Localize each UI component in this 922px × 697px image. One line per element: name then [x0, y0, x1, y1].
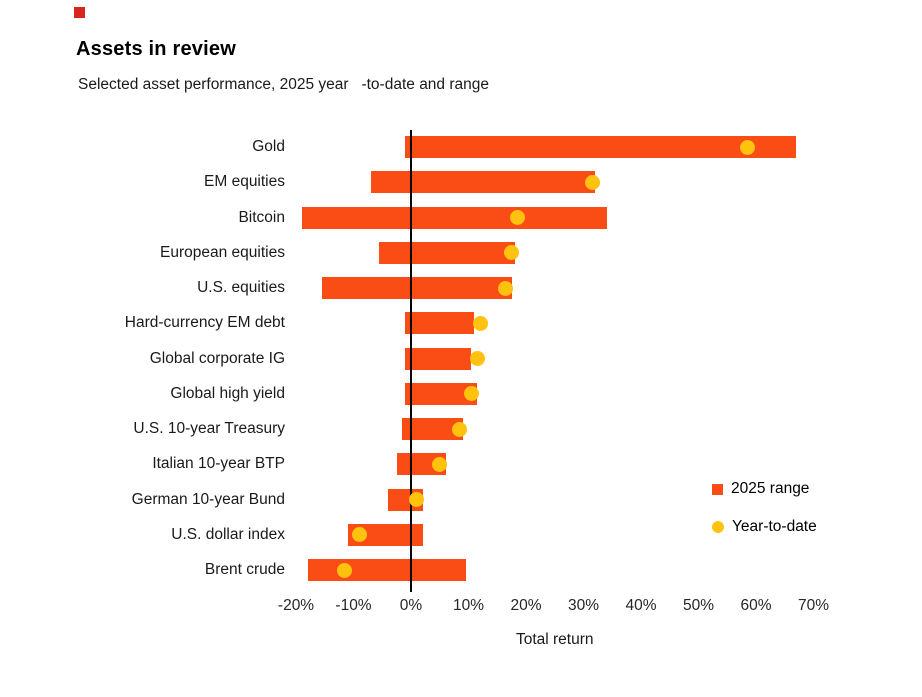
category-label: Global high yield — [170, 384, 285, 402]
x-tick-label: 60% — [740, 597, 772, 614]
x-tick-label: 10% — [452, 597, 485, 614]
ytd-dot — [739, 139, 755, 155]
range-bar — [405, 382, 478, 405]
category-label: U.S. 10-year Treasury — [133, 420, 285, 437]
range-bar — [405, 136, 797, 158]
ytd-dot — [351, 527, 367, 543]
range-bar — [405, 312, 475, 335]
range-bar — [307, 559, 466, 581]
category-label: Gold — [252, 138, 285, 155]
x-axis-title: Total return — [515, 631, 594, 648]
ytd-dot — [409, 492, 425, 507]
category-label: Hard-currency EM debt — [124, 314, 285, 332]
category-label: Italian 10-year BTP — [152, 455, 285, 473]
ytd-dot — [452, 421, 468, 437]
x-tick-label: 20% — [510, 597, 542, 614]
ytd-dot — [504, 245, 520, 261]
x-tick-label: -20% — [277, 597, 315, 614]
category-label: EM equities — [204, 173, 285, 191]
legend-range-label: 2025 range — [731, 480, 810, 497]
legend-entry-2025-range: 2025 range — [712, 480, 809, 498]
chart-title: Assets in review — [76, 38, 236, 60]
x-tick-label: 30% — [567, 597, 600, 614]
range-swatch-icon — [712, 483, 723, 495]
ytd-dot — [584, 174, 600, 190]
category-label: German 10-year Bund — [131, 490, 285, 508]
ytd-dot — [498, 280, 514, 296]
category-label: Brent crude — [204, 561, 285, 578]
legend-ytd-label: Year-to-date — [732, 518, 817, 535]
range-bar — [402, 418, 463, 440]
category-label: U.S. equities — [197, 279, 285, 296]
ytd-dot — [469, 351, 485, 366]
range-bar — [347, 523, 423, 546]
ytd-dot — [509, 210, 525, 225]
category-label: European equities — [160, 243, 285, 261]
ytd-dot — [432, 456, 448, 472]
x-tick-label: 70% — [797, 597, 830, 614]
category-label: U.S. dollar index — [171, 525, 285, 543]
zero-axis-line — [410, 130, 412, 592]
range-bar — [301, 206, 607, 229]
range-bar — [405, 347, 472, 370]
x-tick-label: 40% — [625, 597, 657, 614]
ytd-dot — [337, 562, 353, 578]
ytd-dot — [463, 386, 479, 402]
x-tick-label: -10% — [335, 597, 372, 614]
range-bar — [370, 171, 595, 194]
ytd-dot-icon — [712, 521, 724, 533]
brand-mark-square — [74, 7, 85, 18]
range-bar — [379, 241, 515, 264]
ytd-dot — [472, 315, 488, 331]
category-label: Global corporate IG — [149, 349, 285, 367]
x-tick-label: 50% — [682, 597, 715, 614]
range-bar — [321, 277, 512, 299]
category-label: Bitcoin — [238, 208, 285, 226]
x-tick-label: 0% — [399, 597, 423, 614]
legend-entry-year-to-date: Year-to-date — [712, 518, 817, 536]
chart-subtitle: Selected asset performance, 2025 year -t… — [78, 76, 489, 93]
